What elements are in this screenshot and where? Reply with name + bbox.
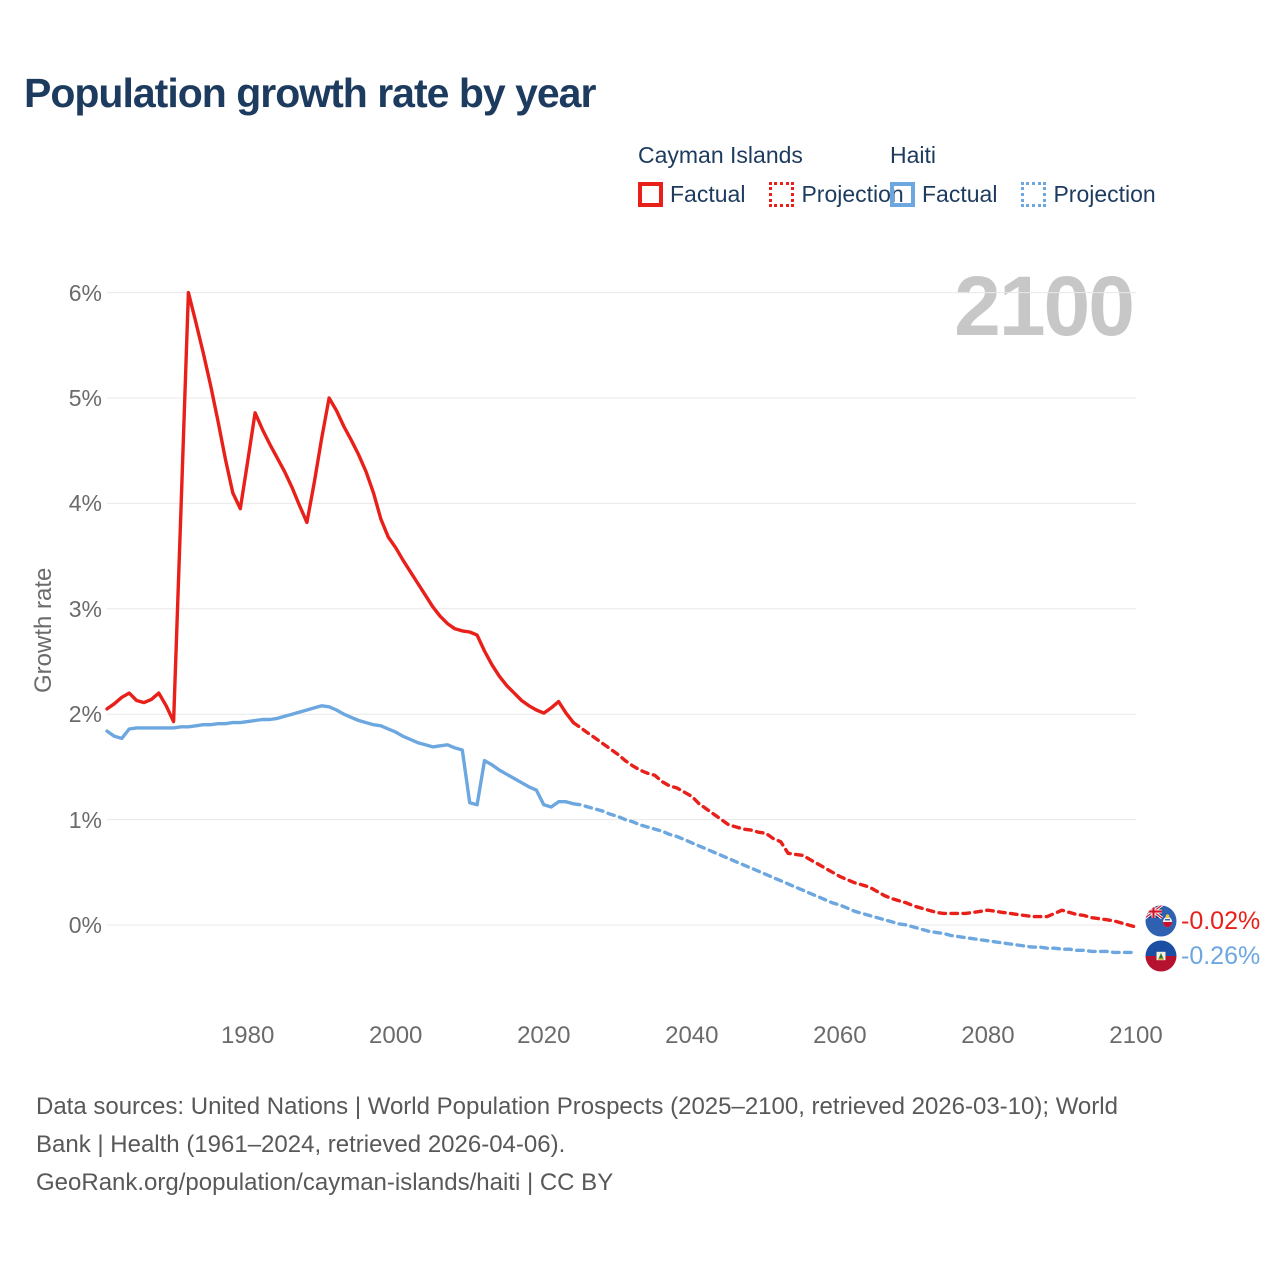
- x-tick-label: 2000: [369, 1022, 423, 1049]
- cayman-projection-swatch-icon: [769, 182, 795, 207]
- x-tick-label: 2080: [961, 1022, 1015, 1049]
- y-tick-label: 1%: [68, 806, 102, 833]
- cayman-factual-swatch-icon: [638, 182, 663, 207]
- y-tick-label: 5%: [68, 385, 102, 411]
- cayman-islands-flag-icon: [1145, 905, 1177, 937]
- y-tick-label: 4%: [68, 490, 102, 517]
- series-cayman-islands-projection: [571, 720, 1138, 929]
- x-tick-label: 2060: [813, 1022, 867, 1049]
- y-tick-label: 2%: [68, 701, 102, 728]
- haiti-factual-swatch-icon: [890, 182, 915, 207]
- series-cayman-islands-factual: [105, 290, 576, 725]
- legend-group-title: Cayman Islands: [638, 142, 803, 168]
- series-haiti-projection: [571, 802, 1138, 955]
- legend-group-haiti: Haiti Factual Projection: [890, 142, 1156, 208]
- x-tick-label: 1980: [220, 1022, 275, 1049]
- watermark-year: 2100: [954, 259, 1135, 353]
- legend-item-cayman-factual: Factual: [638, 181, 745, 208]
- attribution-line: GeoRank.org/population/cayman-islands/ha…: [36, 1169, 614, 1196]
- legend-label: Projection: [1053, 181, 1156, 207]
- data-sources-line-2: Bank | Health (1961–2024, retrieved 2026…: [36, 1131, 566, 1158]
- y-tick-label: 3%: [68, 595, 102, 622]
- legend-label: Projection: [801, 181, 904, 207]
- y-tick-label: 6%: [68, 279, 102, 306]
- page-title: Population growth rate by year: [24, 70, 596, 116]
- haiti-projection-swatch-icon: [1021, 182, 1047, 207]
- legend-item-haiti-projection: Projection: [1021, 181, 1156, 208]
- x-tick-label: 2040: [665, 1022, 719, 1049]
- x-tick-label: 2100: [1109, 1022, 1163, 1049]
- legend-group-cayman-islands: Cayman Islands Factual Projection: [638, 142, 904, 208]
- legend-group-title: Haiti: [890, 142, 937, 168]
- legend-label: Factual: [670, 181, 746, 207]
- data-sources-line-1: Data sources: United Nations | World Pop…: [36, 1093, 1118, 1120]
- legend-label: Factual: [922, 181, 998, 207]
- y-tick-label: 0%: [68, 912, 102, 938]
- legend-item-haiti-factual: Factual: [890, 181, 997, 208]
- y-axis-title: Growth rate: [30, 567, 57, 693]
- haiti-flag-icon: [1145, 940, 1177, 972]
- legend-item-cayman-projection: Projection: [769, 181, 904, 208]
- data-sources-note: Data sources: United Nations | World Pop…: [36, 1088, 1246, 1202]
- haiti-end-value-label: -0.26%: [1181, 942, 1261, 970]
- x-tick-label: 2020: [517, 1022, 571, 1049]
- series-haiti-factual: [105, 704, 576, 809]
- cayman-end-value-label: -0.02%: [1181, 907, 1261, 935]
